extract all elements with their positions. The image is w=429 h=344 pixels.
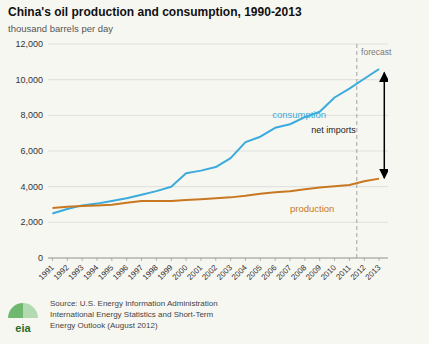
grid-line (48, 151, 388, 152)
x-tick-label: 1996 (111, 263, 130, 282)
y-axis-label: thousand barrels per day (8, 23, 113, 34)
x-tick-label: 2005 (245, 263, 264, 282)
x-tick (304, 258, 305, 261)
x-tick (126, 258, 127, 261)
y-tick-label: 12,000 (15, 39, 43, 49)
series-label: production (290, 203, 334, 214)
x-tick-label: 2013 (364, 263, 383, 282)
x-tick (349, 258, 350, 261)
logo: eia (8, 303, 38, 334)
x-tick-label: 1993 (67, 263, 86, 282)
grid-line (48, 79, 388, 80)
forecast-line (356, 44, 357, 258)
x-tick (290, 258, 291, 261)
x-tick (186, 258, 187, 261)
grid-line (48, 44, 388, 45)
x-tick-label: 2009 (304, 263, 323, 282)
x-tick-label: 2000 (171, 263, 190, 282)
x-tick (215, 258, 216, 261)
background (0, 0, 429, 344)
x-tick-label: 1994 (81, 263, 100, 282)
y-tick-label: 6,000 (20, 146, 43, 156)
y-tick-label: 4,000 (20, 182, 43, 192)
x-tick-label: 2004 (230, 263, 249, 282)
x-tick-label: 1998 (141, 263, 160, 282)
x-tick-label: 2002 (200, 263, 219, 282)
x-tick (96, 258, 97, 261)
x-tick-label: 2011 (334, 263, 353, 282)
x-tick (230, 258, 231, 261)
plot-area (52, 44, 384, 258)
forecast-label: forecast (361, 47, 392, 57)
x-tick (260, 258, 261, 261)
logo-shape (8, 303, 23, 318)
x-tick (275, 258, 276, 261)
x-tick (200, 258, 201, 261)
x-tick-label: 2008 (289, 263, 308, 282)
grid-line (48, 222, 388, 223)
x-tick (67, 258, 68, 261)
x-tick (141, 258, 142, 261)
x-tick-label: 1995 (96, 263, 115, 282)
x-tick (245, 258, 246, 261)
x-tick-label: 1992 (52, 263, 71, 282)
y-tick-label: 8,000 (20, 110, 43, 120)
y-tick-label: 10,000 (15, 75, 43, 85)
x-tick (364, 258, 365, 261)
x-tick-label: 1997 (126, 263, 145, 282)
y-tick-label: 2,000 (20, 217, 43, 227)
x-tick-label: 2001 (185, 263, 204, 282)
x-tick (82, 258, 83, 261)
x-tick (379, 258, 380, 261)
title: China's oil production and consumption, … (8, 5, 302, 19)
series-line (52, 69, 379, 213)
x-tick (52, 258, 53, 261)
x-tick (334, 258, 335, 261)
x-tick-label: 2006 (260, 263, 279, 282)
logo-shape (23, 303, 38, 318)
x-tick-label: 2010 (319, 263, 338, 282)
x-tick (156, 258, 157, 261)
x-tick-label: 2003 (215, 263, 234, 282)
x-tick-label: 2012 (349, 263, 368, 282)
x-tick-label: 1999 (156, 263, 175, 282)
x-tick (171, 258, 172, 261)
source-note: Source: U.S. Energy Information Administ… (50, 299, 218, 308)
x-tick (319, 258, 320, 261)
net-imports-label: net imports (311, 125, 356, 135)
x-axis-line (48, 258, 388, 259)
x-tick (111, 258, 112, 261)
grid-line (48, 115, 388, 116)
series-label: consumption (272, 109, 326, 120)
x-tick-label: 1991 (37, 263, 56, 282)
source-note: Energy Outlook (August 2012) (50, 321, 158, 330)
y-tick-label: 0 (38, 253, 43, 263)
source-note: International Energy Statistics and Shor… (50, 310, 214, 319)
grid-line (48, 258, 388, 259)
x-tick-label: 2007 (274, 263, 293, 282)
logo-text: eia (15, 322, 31, 334)
net-imports-arrow (384, 73, 386, 179)
